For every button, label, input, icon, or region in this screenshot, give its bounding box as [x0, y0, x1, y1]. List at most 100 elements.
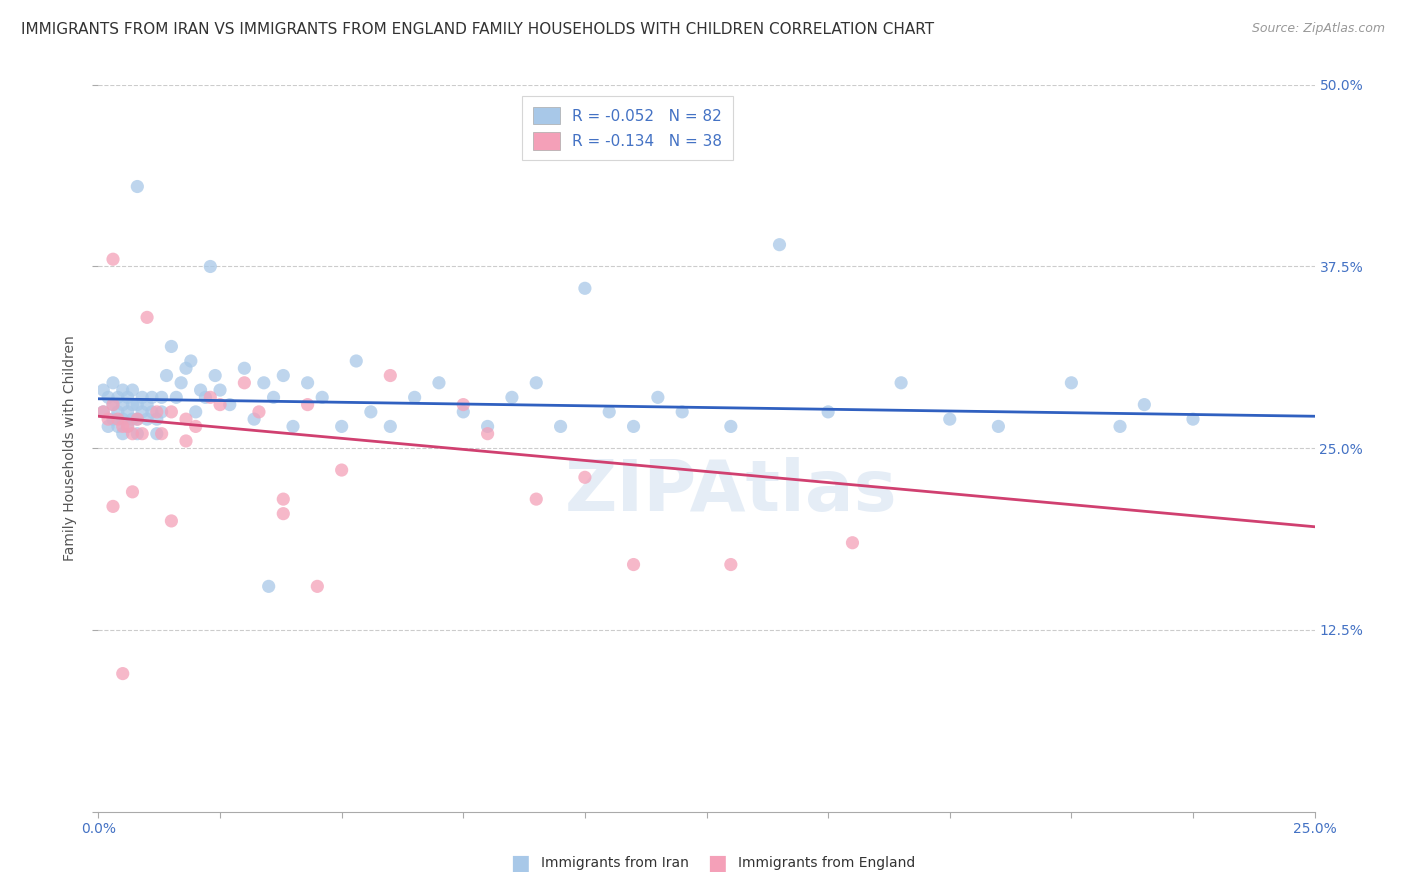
Point [1182, 412, 1205, 426]
Point [477, 419, 499, 434]
Point [127, 398, 149, 412]
Point [200, 260, 222, 274]
Text: ■: ■ [707, 854, 727, 873]
Point [136, 310, 159, 325]
Point [127, 412, 149, 426]
Text: IMMIGRANTS FROM IRAN VS IMMIGRANTS FROM ENGLAND FAMILY HOUSEHOLDS WITH CHILDREN : IMMIGRANTS FROM IRAN VS IMMIGRANTS FROM … [21, 22, 934, 37]
Point [160, 514, 183, 528]
Point [574, 470, 596, 484]
Point [817, 405, 839, 419]
Point [136, 398, 159, 412]
Point [131, 426, 153, 441]
Point [127, 412, 149, 426]
Point [111, 666, 134, 681]
Point [190, 383, 212, 397]
Point [101, 252, 124, 267]
Point [101, 376, 124, 390]
Point [180, 354, 202, 368]
Point [121, 426, 143, 441]
Point [427, 376, 450, 390]
Point [1060, 376, 1083, 390]
Point [271, 368, 294, 383]
Point [91, 383, 114, 397]
Point [117, 419, 139, 434]
Point [160, 405, 183, 419]
Point [150, 426, 173, 441]
Point [247, 405, 270, 419]
Point [117, 390, 139, 404]
Point [174, 361, 197, 376]
Point [107, 412, 129, 426]
Point [330, 463, 353, 477]
Point [165, 390, 187, 404]
Point [380, 419, 402, 434]
Point [184, 405, 207, 419]
Point [101, 412, 124, 426]
Point [253, 376, 276, 390]
Point [360, 405, 382, 419]
Point [131, 390, 153, 404]
Point [841, 535, 863, 549]
Point [647, 390, 669, 404]
Point [111, 412, 134, 426]
Point [121, 398, 143, 412]
Point [127, 426, 149, 441]
Point [200, 390, 222, 404]
Point [404, 390, 426, 404]
Point [150, 405, 173, 419]
Point [150, 390, 173, 404]
Y-axis label: Family Households with Children: Family Households with Children [63, 335, 77, 561]
Text: Immigrants from Iran: Immigrants from Iran [541, 856, 689, 871]
Point [155, 368, 177, 383]
Text: ZIPAtlas: ZIPAtlas [565, 458, 897, 526]
Point [141, 390, 163, 404]
Point [987, 419, 1010, 434]
Point [939, 412, 962, 426]
Point [671, 405, 693, 419]
Point [209, 383, 232, 397]
Point [127, 179, 149, 194]
Text: Source: ZipAtlas.com: Source: ZipAtlas.com [1251, 22, 1385, 36]
Legend: R = -0.052   N = 82, R = -0.134   N = 38: R = -0.052 N = 82, R = -0.134 N = 38 [522, 96, 733, 161]
Point [111, 419, 134, 434]
Point [107, 390, 129, 404]
Point [524, 376, 547, 390]
Point [91, 405, 114, 419]
Point [117, 419, 139, 434]
Point [524, 492, 547, 507]
Point [97, 390, 120, 404]
Point [1133, 398, 1156, 412]
Point [271, 507, 294, 521]
Point [271, 492, 294, 507]
Point [209, 398, 232, 412]
Point [111, 383, 134, 397]
Point [330, 419, 353, 434]
Point [574, 281, 596, 295]
Point [344, 354, 367, 368]
Point [453, 405, 475, 419]
Point [233, 376, 256, 390]
Point [890, 376, 912, 390]
Point [501, 390, 523, 404]
Point [117, 405, 139, 419]
Point [146, 405, 169, 419]
Point [720, 558, 742, 572]
Point [91, 405, 114, 419]
Point [550, 419, 572, 434]
Point [297, 398, 319, 412]
Point [146, 412, 169, 426]
Point [257, 579, 280, 593]
Point [380, 368, 402, 383]
Point [243, 412, 266, 426]
Point [218, 398, 240, 412]
Point [174, 412, 197, 426]
Point [121, 484, 143, 499]
Point [111, 426, 134, 441]
Point [131, 405, 153, 419]
Point [107, 419, 129, 434]
Point [136, 412, 159, 426]
Point [297, 376, 319, 390]
Point [111, 398, 134, 412]
Point [194, 390, 217, 404]
Point [204, 368, 226, 383]
